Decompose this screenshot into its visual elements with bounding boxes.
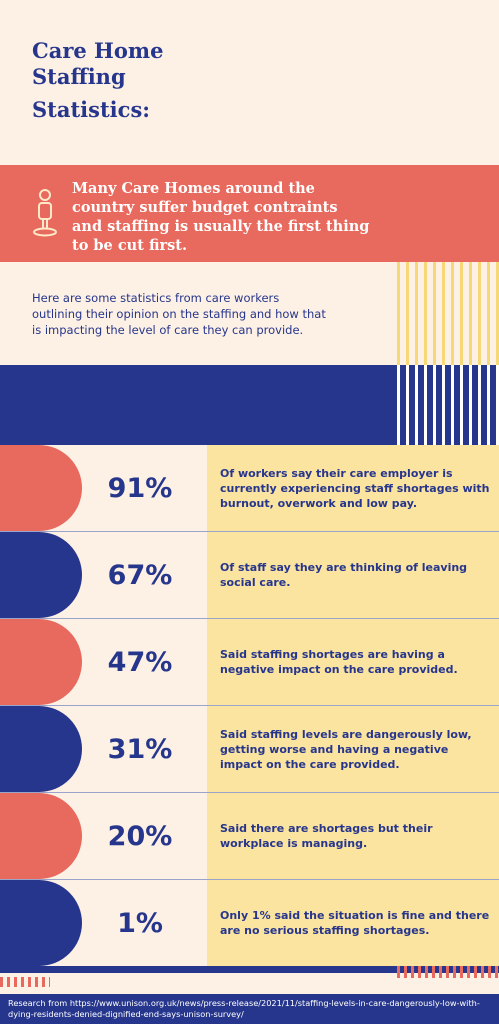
intro-banner: Many Care Homes around the country suffe… [0,165,499,262]
title-line-1: Care Home [32,38,164,63]
stat-pill [0,532,82,618]
stat-description: Of workers say their care employer is cu… [220,466,490,510]
stat-percent: 67% [107,559,173,591]
stat-row: 1% Only 1% said the situation is fine an… [0,880,499,966]
person-icon [33,189,57,237]
stat-description: Said there are shortages but their workp… [220,822,433,850]
stat-description: Of staff say they are thinking of leavin… [220,561,468,589]
stat-description: Said staffing shortages are having a neg… [220,648,458,676]
stat-row: 91% Of workers say their care employer i… [0,445,499,532]
stat-percent: 20% [107,820,173,852]
decorative-stripes [397,262,499,365]
stat-row: 20% Said there are shortages but their w… [0,793,499,880]
stat-pill [0,793,82,879]
title-line-2: Staffing [32,64,126,89]
stats-list: 91% Of workers say their care employer i… [0,445,499,966]
stat-row: 67% Of staff say they are thinking of le… [0,532,499,619]
source-citation: Research from https://www.unison.org.uk/… [0,994,499,1024]
stat-percent: 91% [107,472,173,504]
title-line-3: Statistics: [32,97,151,122]
stat-percent: 1% [117,907,163,939]
stat-percent: 31% [107,733,173,765]
stat-pill [0,706,82,792]
page-title: Care Home Staffing Statistics: [32,38,164,123]
stat-row: 31% Said staffing levels are dangerously… [0,706,499,793]
decorative-stripes [397,966,499,978]
stat-pill [0,445,82,531]
footer-divider [0,966,499,973]
stat-pill [0,880,82,966]
stat-percent: 47% [107,646,173,678]
stat-pill [0,619,82,705]
intro-text: Here are some statistics from care worke… [32,291,326,337]
stat-description: Said staffing levels are dangerously low… [220,727,472,771]
stat-description: Only 1% said the situation is fine and t… [220,909,490,937]
decorative-stripes [0,977,50,987]
stat-row: 47% Said staffing shortages are having a… [0,619,499,706]
banner-text: Many Care Homes around the country suffe… [72,180,370,254]
decorative-stripes [397,365,499,445]
